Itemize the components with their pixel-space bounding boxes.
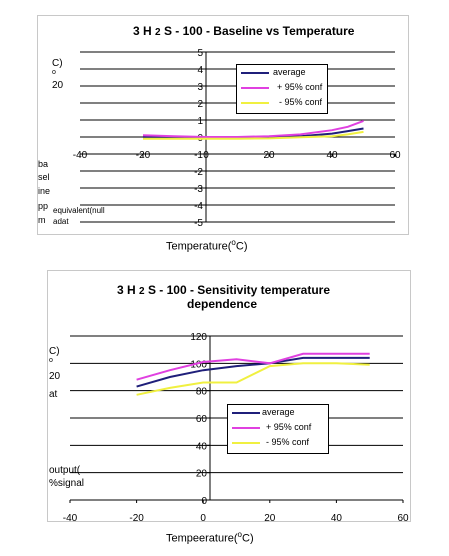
chart1-ylabel-fragment: adat — [53, 217, 69, 226]
chart2-ylabel-fragment: o — [49, 357, 53, 364]
chart2-frame — [47, 270, 411, 522]
y-tick-label: 1 — [197, 116, 203, 127]
chart2-title-line2: dependence — [187, 297, 258, 311]
chart2-legend-entry: - 95% conf — [228, 437, 328, 448]
x-tick-label: 20 — [263, 150, 275, 161]
chart1-ylabel-fragment: equivalent(null — [53, 206, 105, 215]
y-tick-label: -5 — [194, 218, 203, 229]
y-tick-label: -4 — [194, 201, 203, 212]
y-tick-label: 40 — [196, 441, 208, 452]
chart1-xlabel: Temperature( — [166, 240, 232, 253]
chart1-x-axis-title: Temperature(oC) — [166, 238, 247, 253]
chart1-title-part: H — [143, 24, 152, 38]
chart2-legend-entry: average — [228, 407, 328, 418]
chart1-ylabel-fragment: ine — [38, 186, 51, 196]
chart2-title-part: 3 — [117, 283, 124, 297]
chart1-ylabel-fragment: pp — [38, 201, 49, 211]
chart2-title-part: 2 — [139, 286, 145, 297]
y-tick-label: 3 — [197, 82, 203, 93]
chart2-title-part: S - 100 - Sensitivity temperature — [147, 283, 331, 297]
legend-swatch-minus-conf — [241, 102, 269, 104]
series-line-2 — [143, 130, 364, 140]
legend-label: + 95% conf — [266, 422, 312, 432]
chart2-ylabel-fragment: 20 — [49, 371, 61, 382]
x-tick-label: 60 — [397, 513, 409, 524]
chart2-xlabel: Tempeerature( — [166, 532, 238, 545]
legend-label: average — [273, 67, 306, 77]
x-tick-label: -20 — [136, 150, 151, 161]
chart1-title-part: 3 — [133, 24, 140, 38]
chart2-title-part: H — [127, 283, 136, 297]
chart2-ylabel-fragment: C) — [49, 346, 60, 357]
legend-label: average — [262, 407, 295, 417]
chart1-xlabel-degree: o — [231, 238, 236, 247]
chart1-legend: average + 95% conf - 95% conf — [236, 64, 328, 114]
y-tick-label: 120 — [190, 332, 207, 343]
chart1-title: 3 H 2 S - 100 - Baseline vs Temperature — [133, 24, 354, 38]
series-line-2 — [136, 362, 370, 396]
chart1-ylabel-fragment: o — [52, 69, 56, 76]
legend-label: - 95% conf — [279, 97, 323, 107]
legend-swatch-plus-conf — [241, 87, 269, 89]
x-tick-label: 20 — [264, 513, 276, 524]
x-tick-label: -40 — [63, 513, 78, 524]
chart2-xlabel-unit: C) — [242, 532, 254, 545]
y-tick-label: -1 — [194, 150, 203, 161]
chart2-xlabel-degree: o — [237, 530, 242, 539]
y-tick-label: 80 — [196, 387, 208, 398]
chart2-legend-entry: + 95% conf — [228, 422, 328, 433]
legend-swatch-average — [241, 72, 269, 74]
legend-swatch-average — [232, 412, 260, 414]
chart2-title: 3 H 2 S - 100 - Sensitivity temperature — [117, 283, 330, 297]
chart1-ylabel-fragment: m — [38, 215, 46, 225]
y-tick-label: 20 — [196, 469, 208, 480]
chart1-ylabel-fragment: sel — [38, 172, 50, 182]
x-tick-label: 60 — [389, 150, 401, 161]
chart2-ylabel-fragment: output( — [49, 465, 81, 476]
y-tick-label: 0 — [201, 496, 207, 507]
y-tick-label: 60 — [196, 414, 208, 425]
chart1-legend-entry: + 95% conf — [237, 82, 327, 93]
chart1-ylabel-fragment: ba — [38, 159, 49, 169]
chart2-legend: average + 95% conf - 95% conf — [227, 404, 329, 454]
y-tick-label: 100 — [190, 359, 207, 370]
chart1-legend-entry: average — [237, 67, 327, 78]
legend-label: - 95% conf — [266, 437, 310, 447]
y-tick-label: -2 — [194, 167, 203, 178]
chart1-xlabel-unit: C) — [235, 240, 248, 253]
chart1-ylabel-fragment: 20 — [52, 80, 64, 91]
chart2-x-axis-title: Tempeerature(oC) — [166, 530, 254, 545]
series-line-0 — [136, 356, 370, 388]
chart1-title-part: S - 100 - Baseline vs Temperature — [163, 24, 355, 38]
y-tick-label: 4 — [197, 65, 203, 76]
legend-swatch-minus-conf — [232, 442, 260, 444]
chart1-legend-entry: - 95% conf — [237, 97, 327, 108]
series-line-1 — [142, 119, 364, 138]
x-tick-label: 0 — [203, 150, 209, 161]
chart1-frame — [37, 15, 409, 235]
x-tick-label: -20 — [129, 513, 144, 524]
y-tick-label: 2 — [197, 99, 203, 110]
legend-swatch-plus-conf — [232, 427, 260, 429]
x-tick-label: 40 — [326, 150, 338, 161]
x-tick-label: 40 — [331, 513, 343, 524]
x-tick-label: -40 — [73, 150, 88, 161]
chart2-ylabel-fragment: at — [49, 389, 58, 400]
y-tick-label: -3 — [194, 184, 203, 195]
chart1-ylabel-fragment: C) — [52, 58, 63, 69]
y-tick-label: 5 — [197, 48, 203, 59]
legend-label: + 95% conf — [277, 82, 323, 92]
chart2-ylabel-fragment: %signal — [49, 478, 85, 489]
series-line-1 — [136, 352, 370, 381]
x-tick-label: 0 — [200, 513, 206, 524]
chart1-title-part: 2 — [155, 27, 161, 38]
